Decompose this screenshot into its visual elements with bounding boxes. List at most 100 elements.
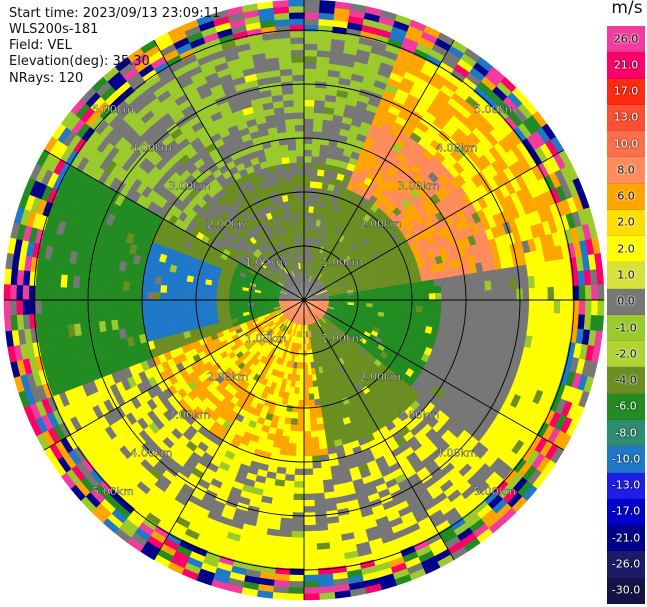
range-gate-cell [61, 110, 77, 128]
range-gate-cell [256, 315, 265, 321]
range-gate-cell [191, 305, 199, 312]
range-gate-cell [334, 1, 352, 10]
range-gate-cell [511, 496, 528, 513]
range-gate-cell [150, 433, 163, 447]
range-gate-cell [348, 414, 358, 423]
range-gate-cell [578, 300, 586, 316]
range-gate-cell [453, 522, 470, 537]
range-gate-cell [79, 264, 89, 278]
range-gate-cell [80, 495, 97, 513]
range-gate-cell [410, 219, 420, 229]
range-gate-cell [400, 77, 416, 89]
range-gate-cell [273, 362, 280, 371]
range-gate-cell [476, 57, 494, 73]
range-gate-cell [242, 311, 250, 317]
range-gate-cell [329, 546, 345, 556]
range-gate-cell [261, 286, 269, 291]
range-gate-cell [293, 487, 304, 495]
range-gate-cell [316, 347, 322, 355]
range-gate-cell [218, 257, 227, 265]
range-gate-cell [240, 255, 249, 263]
range-gate-cell [166, 342, 176, 352]
range-gate-cell [72, 311, 81, 325]
range-gate-cell [132, 214, 143, 227]
range-gate-cell [347, 373, 356, 382]
range-gate-cell [307, 224, 313, 232]
range-gate-cell [323, 371, 330, 379]
range-gate-cell [34, 228, 45, 245]
range-gate-cell [62, 130, 77, 147]
range-gate-cell [138, 217, 149, 229]
range-gate-cell [437, 361, 448, 372]
range-gate-cell [537, 377, 548, 393]
range-gate-cell [294, 474, 304, 482]
range-gate-cell [466, 300, 474, 310]
range-gate-cell [229, 459, 242, 470]
range-gate-cell [315, 292, 322, 296]
range-gate-cell [553, 216, 565, 233]
range-gate-cell [577, 390, 590, 409]
range-gate-cell [373, 34, 390, 45]
range-gate-cell [118, 260, 127, 272]
range-gate-cell [363, 316, 371, 322]
range-gate-cell [311, 309, 316, 316]
range-gate-cell [436, 90, 452, 104]
range-gate-cell [471, 199, 483, 213]
range-gate-cell [489, 457, 504, 473]
range-gate-cell [493, 399, 505, 414]
range-gate-cell [160, 344, 170, 354]
range-gate-cell [307, 218, 313, 226]
range-gate-cell [204, 314, 213, 321]
range-gate-cell [359, 325, 368, 332]
range-gate-cell [153, 291, 161, 300]
range-gate-cell [339, 391, 348, 400]
range-gate-cell [159, 292, 167, 300]
range-gate-cell [416, 121, 430, 134]
range-gate-cell [227, 340, 236, 348]
range-gate-cell [455, 402, 467, 415]
range-gate-cell [182, 374, 193, 385]
range-gate-cell [191, 293, 198, 300]
range-gate-cell [266, 528, 280, 537]
range-gate-cell [84, 491, 101, 508]
range-gate-cell [294, 290, 300, 296]
range-gate-cell [319, 144, 329, 152]
range-gate-cell [84, 472, 100, 489]
range-gate-cell [404, 245, 413, 255]
range-gate-cell [155, 322, 164, 332]
range-gate-cell [46, 171, 60, 189]
range-gate-cell [7, 236, 17, 255]
range-gate-cell [228, 571, 246, 582]
range-gate-cell [230, 314, 238, 320]
range-gate-cell [319, 220, 326, 228]
range-gate-cell [141, 413, 154, 427]
range-gate-cell [175, 243, 185, 253]
range-gate-cell [342, 481, 355, 490]
range-gate-cell [331, 252, 338, 260]
range-gate-cell [101, 141, 115, 157]
range-gate-cell [504, 194, 516, 210]
range-gate-cell [198, 277, 207, 285]
range-gate-cell [445, 395, 457, 408]
range-gate-cell [463, 136, 477, 150]
range-gate-cell [316, 379, 323, 387]
range-gate-cell [491, 289, 499, 301]
range-gate-cell [344, 368, 352, 377]
range-gate-cell [319, 372, 326, 380]
range-gate-cell [365, 486, 379, 497]
range-gate-cell [441, 124, 456, 138]
range-gate-cell [308, 343, 312, 351]
range-gate-cell [380, 9, 398, 21]
range-gate-cell [146, 409, 159, 423]
range-gate-cell [325, 336, 332, 344]
range-gate-cell [349, 276, 357, 283]
range-gate-cell [122, 476, 137, 491]
range-gate-cell [324, 377, 332, 385]
range-gate-cell [5, 329, 14, 347]
range-gate-cell [326, 440, 336, 449]
range-gate-cell [596, 315, 604, 333]
range-gate-cell [31, 370, 43, 388]
range-gate-cell [270, 332, 277, 340]
range-gate-cell [304, 55, 318, 63]
range-gate-cell [328, 318, 335, 324]
